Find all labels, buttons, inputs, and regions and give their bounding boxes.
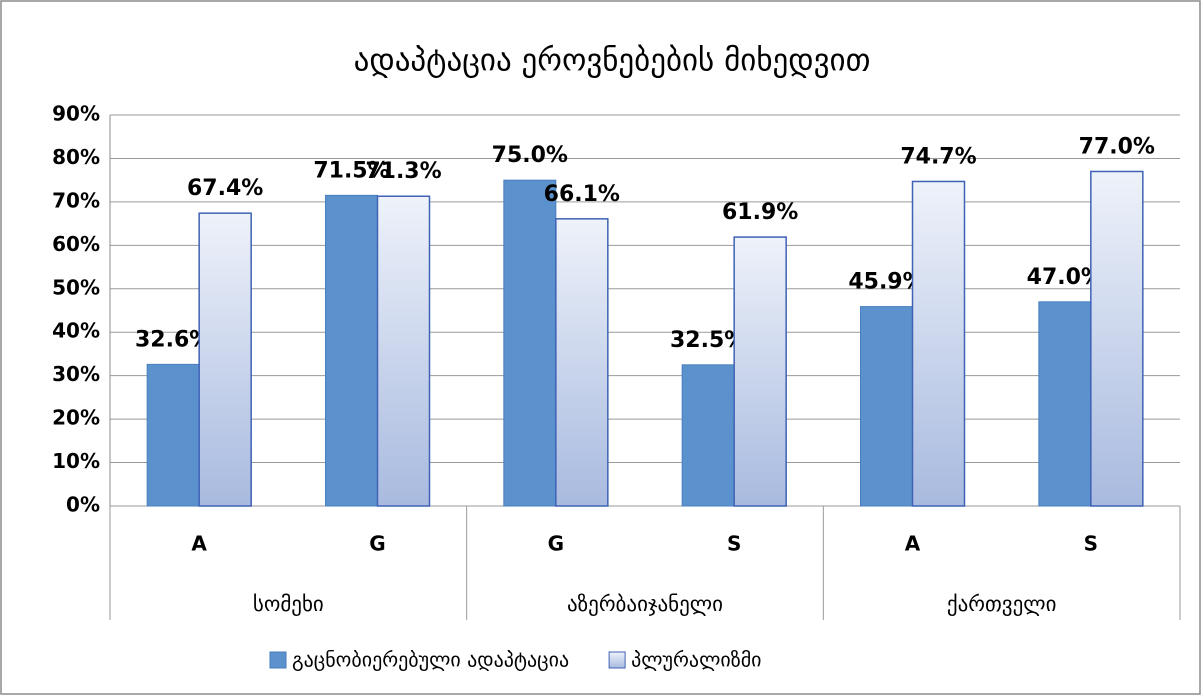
y-tick-label: 70% [52, 188, 100, 212]
bar [733, 236, 787, 507]
group-label: აზერბაიჯანელი [567, 592, 723, 616]
y-tick-label: 90% [52, 102, 100, 126]
value-label: 75.0% [492, 143, 568, 168]
value-label: 66.1% [544, 182, 620, 207]
y-tick-label: 60% [52, 232, 100, 256]
legend-swatch [608, 651, 626, 669]
bar [911, 180, 966, 507]
x-tick-label: A [191, 532, 207, 556]
bar [325, 194, 378, 507]
y-tick-label: 10% [52, 449, 100, 473]
y-tick-label: 40% [52, 319, 100, 343]
bar [555, 218, 609, 507]
y-tick-label: 30% [52, 362, 100, 386]
value-label: 71.3% [365, 159, 441, 184]
value-label: 74.7% [900, 144, 976, 169]
x-tick-label: A [905, 532, 921, 556]
chart-title: ადაპტაცია ეროვნებების მიხედვით [354, 43, 871, 79]
value-label: 77.0% [1079, 134, 1155, 159]
y-tick-label: 20% [52, 406, 100, 430]
bar [681, 364, 735, 507]
bar [376, 195, 431, 507]
y-tick-label: 0% [66, 493, 100, 517]
bar [1090, 170, 1144, 507]
bar [503, 179, 557, 507]
bar [146, 363, 200, 507]
y-tick-label: 50% [52, 275, 100, 299]
value-label: 67.4% [187, 176, 263, 201]
x-tick-label: G [369, 532, 385, 556]
legend-label: გაცნობიერებული ადაპტაცია [292, 648, 569, 672]
y-tick-label: 80% [52, 145, 100, 169]
value-label: 71.5% [313, 158, 389, 183]
group-label: ქართველი [947, 592, 1057, 616]
group-label: სომეხი [253, 592, 324, 616]
legend-swatch [269, 651, 287, 669]
x-tick-label: S [727, 532, 741, 556]
legend-label: პლურალიზმი [631, 648, 761, 672]
bar [198, 212, 252, 507]
x-tick-label: S [1084, 532, 1098, 556]
x-tick-label: G [548, 532, 564, 556]
bar [1038, 301, 1092, 507]
bar [860, 306, 913, 507]
value-label: 61.9% [722, 200, 798, 225]
